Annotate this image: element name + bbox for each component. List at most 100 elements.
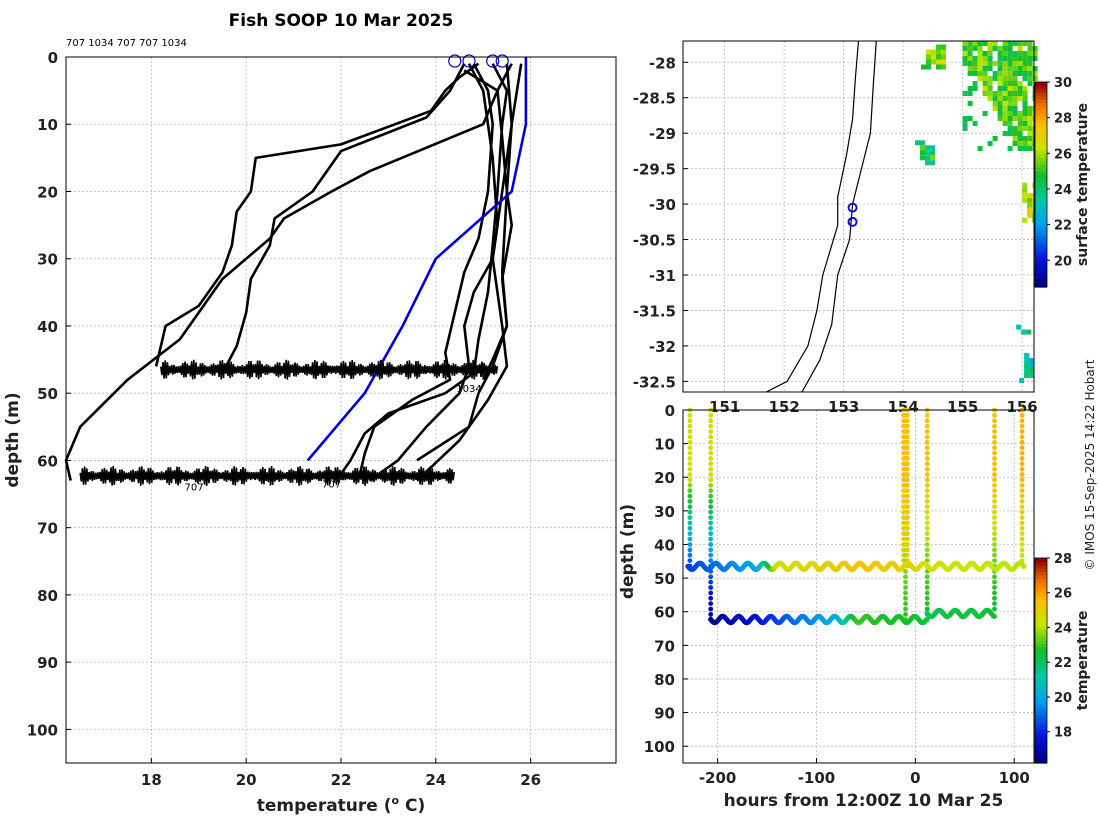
sst-colorbar-segment — [1035, 211, 1047, 216]
tow-sample — [991, 613, 998, 620]
sst-pixel — [921, 64, 926, 70]
sst-colorbar-tick-label: 26 — [1054, 147, 1072, 162]
cast-sample — [708, 542, 714, 547]
sst-pixel — [997, 96, 1003, 101]
section-y-tick-label: 90 — [654, 705, 675, 723]
sst-pixel — [1007, 91, 1013, 96]
cast-sample — [924, 504, 930, 510]
cast-sample — [905, 466, 910, 472]
profile-line-3 — [64, 63, 513, 481]
y-tick-label: 30 — [37, 251, 58, 269]
cast-sample — [708, 413, 714, 418]
temp-colorbar-segment — [1035, 605, 1047, 610]
cast-sample — [708, 612, 714, 617]
cast-sample — [905, 413, 910, 418]
cast-sample — [687, 499, 693, 504]
sst-pixel — [1027, 141, 1033, 146]
sst-pixel — [1022, 121, 1028, 126]
cast-sample — [1019, 504, 1025, 510]
sst-colorbar-segment — [1035, 201, 1047, 206]
sst-pixel — [1017, 61, 1023, 66]
sst-pixel — [1007, 106, 1013, 111]
sst-pixel — [920, 145, 925, 151]
cast-sample — [687, 429, 693, 434]
sst-pixel — [1022, 146, 1028, 151]
y-tick-label: 90 — [37, 654, 58, 672]
temp-colorbar-frame — [1034, 557, 1048, 764]
sst-pixel — [1032, 76, 1038, 81]
cast-sample — [708, 493, 714, 499]
cast-sample — [905, 482, 910, 488]
surface-marker — [486, 54, 500, 68]
sst-pixel — [992, 106, 998, 111]
section-y-tick-label: 10 — [654, 436, 675, 454]
section-x-tick-label: -200 — [699, 769, 737, 787]
sst-colorbar-segment — [1035, 191, 1047, 196]
sst-pixel — [1032, 71, 1038, 76]
cast-sample — [708, 466, 714, 472]
sst-pixel — [1017, 71, 1023, 76]
cast-sample — [992, 515, 997, 520]
cast-sample — [992, 525, 997, 531]
sst-pixel — [982, 61, 988, 66]
cast-sample — [708, 434, 714, 440]
cast-sample — [687, 509, 693, 515]
cast-sample — [1019, 515, 1025, 520]
sst-pixel — [977, 41, 983, 46]
profile-line-9 — [482, 63, 523, 381]
sst-pixel — [982, 76, 988, 81]
sst-pixel — [1024, 373, 1030, 378]
sst-pixel — [1022, 126, 1028, 131]
cast-sample — [924, 520, 930, 526]
cast-sample — [924, 466, 930, 472]
sst-pixel — [977, 66, 983, 71]
cast-sample — [708, 579, 714, 585]
cast-sample — [687, 466, 693, 472]
cast-sample — [1019, 542, 1025, 547]
cast-sample — [1019, 434, 1025, 440]
sst-colorbar-segment — [1035, 235, 1047, 240]
x-axis-label-superscript: o — [392, 794, 400, 807]
sst-colorbar-segment — [1035, 184, 1047, 189]
sst-colorbar-segment — [1035, 218, 1047, 223]
sst-pixel — [1022, 101, 1028, 106]
y-tick-label: 80 — [37, 587, 58, 605]
sst-pixel — [925, 155, 930, 161]
temp-colorbar-segment — [1035, 578, 1047, 583]
cast-sample — [992, 542, 997, 547]
sst-pixel — [982, 111, 988, 116]
cast-sample — [1019, 429, 1025, 434]
temp-colorbar-segment — [1035, 694, 1047, 699]
temp-colorbar-segment — [1035, 636, 1047, 641]
sst-pixel — [1024, 363, 1030, 368]
temp-colorbar-segment — [1035, 653, 1047, 658]
section-y-axis-label: depth (m) — [618, 504, 638, 599]
cast-sample — [924, 590, 930, 596]
sst-pixel — [1022, 187, 1028, 193]
sst-pixel — [982, 41, 988, 46]
cast-sample — [924, 445, 930, 451]
sst-colorbar-segment — [1035, 181, 1047, 186]
sst-pixel — [936, 59, 941, 65]
section-y-tick-label: 30 — [654, 503, 675, 521]
sst-pixel — [962, 41, 968, 46]
cast-sample — [1019, 439, 1025, 445]
cast-sample — [687, 418, 693, 424]
sst-colorbar-segment — [1035, 133, 1047, 138]
sst-pixel — [1019, 378, 1025, 383]
sst-pixel — [936, 64, 941, 70]
sst-pixel — [915, 140, 920, 146]
sst-pixel — [967, 116, 973, 121]
sst-pixel — [1017, 41, 1023, 46]
cast-sample — [687, 482, 693, 488]
map-lon-tick-label: 153 — [828, 398, 859, 416]
cast-sample — [924, 482, 930, 488]
cast-sample — [905, 509, 910, 515]
sst-colorbar-tick-label: 22 — [1054, 219, 1072, 234]
cast-sample — [905, 536, 910, 542]
sst-pixel — [1012, 76, 1018, 81]
sst-pixel — [972, 61, 978, 66]
sst-pixel — [967, 86, 973, 91]
cast-sample — [905, 477, 910, 483]
x-tick-label: 24 — [425, 771, 446, 789]
